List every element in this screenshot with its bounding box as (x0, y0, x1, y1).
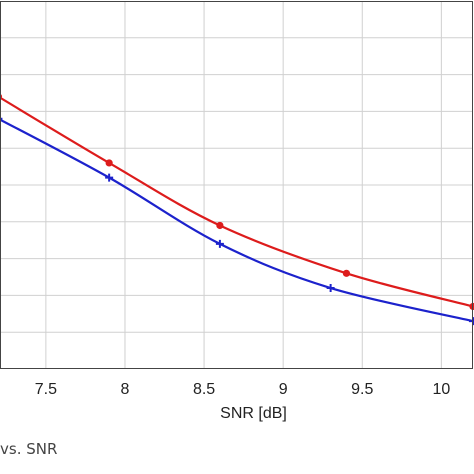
x-axis-label: SNR [dB] (220, 405, 287, 422)
plot-frame (0, 1, 473, 369)
data-point (105, 159, 113, 167)
x-tick-label: 7.5 (35, 381, 57, 398)
series-1 (0, 93, 474, 311)
data-point (342, 269, 351, 277)
data-point (105, 173, 114, 182)
data-point (326, 284, 335, 293)
data-point (216, 221, 224, 230)
series-layer (0, 93, 474, 326)
x-tick-label: 9 (279, 381, 288, 398)
x-tick-label: 10 (432, 381, 450, 398)
data-point (0, 117, 3, 120)
x-tick-label: 8 (121, 381, 130, 398)
x-tick-label: 9.5 (351, 381, 373, 398)
x-tick-labels: 7.5 8 8.5 9 9.5 10 (35, 381, 451, 398)
y-grid (0, 37, 473, 333)
series-2 (0, 117, 474, 326)
figure-caption: vs. SNR (0, 440, 58, 458)
x-tick-label: 8.5 (193, 381, 215, 398)
data-point (215, 239, 224, 248)
